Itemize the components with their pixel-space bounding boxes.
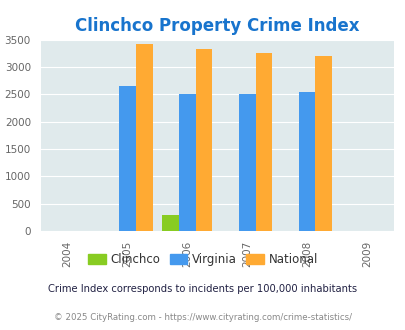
Legend: Clinchco, Virginia, National: Clinchco, Virginia, National [83, 248, 322, 271]
Bar [238, 94, 255, 231]
Bar [195, 49, 212, 231]
Bar [119, 86, 135, 231]
Bar [179, 94, 195, 231]
Text: Crime Index corresponds to incidents per 100,000 inhabitants: Crime Index corresponds to incidents per… [48, 284, 357, 294]
Bar [255, 53, 272, 231]
Bar [298, 92, 315, 231]
Bar [135, 44, 152, 231]
Bar [162, 214, 179, 231]
Text: © 2025 CityRating.com - https://www.cityrating.com/crime-statistics/: © 2025 CityRating.com - https://www.city… [54, 313, 351, 322]
Bar [315, 56, 331, 231]
Title: Clinchco Property Crime Index: Clinchco Property Crime Index [75, 17, 358, 35]
